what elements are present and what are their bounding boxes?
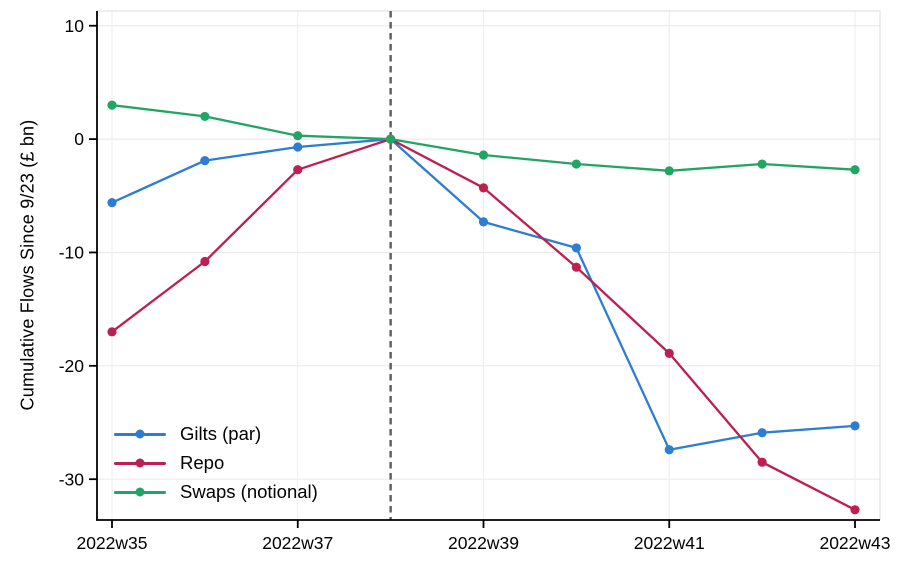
legend-item-swaps: Swaps (notional) <box>114 481 318 503</box>
series-gilts-par <box>107 134 860 455</box>
svg-text:2022w39: 2022w39 <box>448 533 519 553</box>
legend-item-gilts: Gilts (par) <box>114 423 318 445</box>
svg-text:-30: -30 <box>59 469 85 489</box>
svg-text:0: 0 <box>74 129 84 149</box>
x-axis-ticks: 2022w35 2022w37 2022w39 2022w41 2022w43 <box>76 520 891 553</box>
series-repo <box>107 134 860 515</box>
svg-text:2022w35: 2022w35 <box>76 533 147 553</box>
legend-label-repo: Repo <box>180 452 225 473</box>
svg-text:2022w37: 2022w37 <box>262 533 333 553</box>
y-axis-title: Cumulative Flows Since 9/23 (£ bn) <box>17 119 38 411</box>
legend-item-repo: Repo <box>114 452 318 474</box>
legend-label-swaps: Swaps (notional) <box>180 481 318 502</box>
svg-text:2022w41: 2022w41 <box>634 533 705 553</box>
legend-marker-gilts <box>114 429 166 439</box>
axes <box>96 11 880 521</box>
y-axis-ticks: 10 0 -10 -20 -30 <box>59 16 97 489</box>
svg-text:10: 10 <box>65 16 85 36</box>
legend-marker-swaps <box>114 487 166 497</box>
chart-legend: Gilts (par) Repo Swaps (notional) <box>114 423 318 503</box>
legend-label-gilts: Gilts (par) <box>180 423 262 444</box>
svg-text:-20: -20 <box>59 356 85 376</box>
svg-text:2022w43: 2022w43 <box>819 533 890 553</box>
legend-marker-repo <box>114 458 166 468</box>
svg-text:-10: -10 <box>59 243 85 263</box>
gridlines <box>97 11 880 520</box>
plot-frame <box>97 10 881 520</box>
series-swaps-notional <box>107 100 860 176</box>
